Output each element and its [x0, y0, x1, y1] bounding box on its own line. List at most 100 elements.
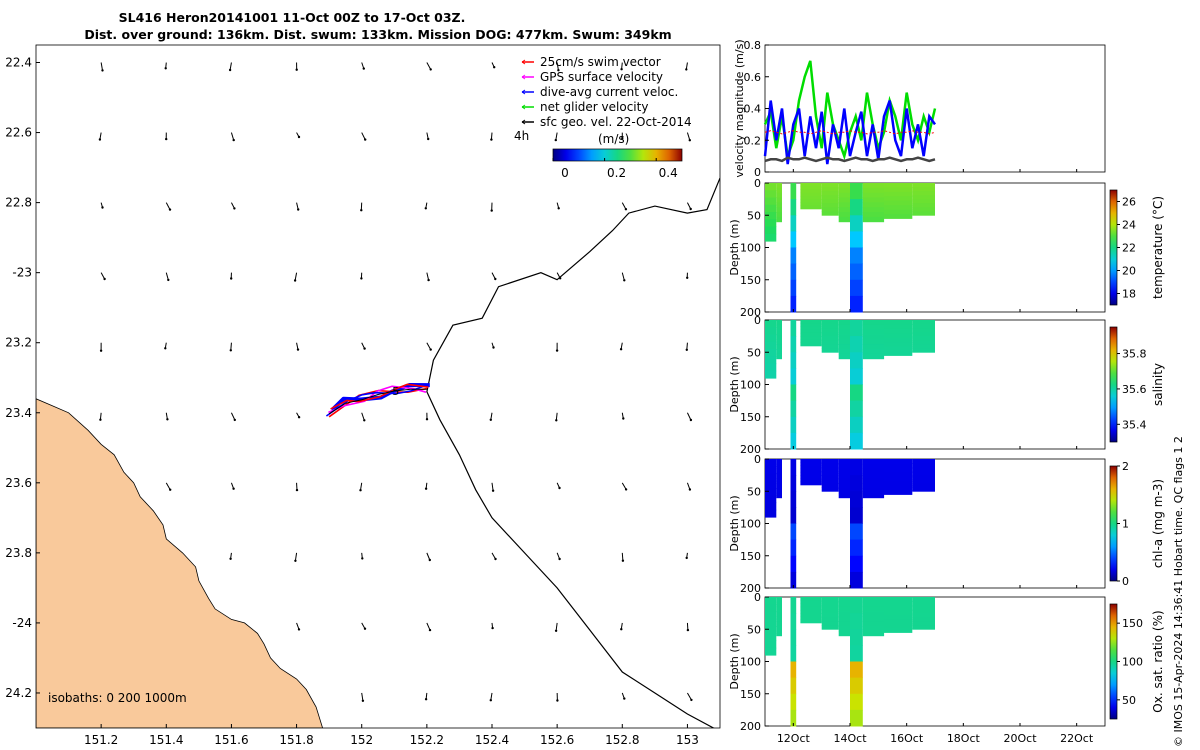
profile-cell — [765, 466, 777, 475]
velocity-arrow — [165, 202, 171, 210]
profile-cell — [850, 336, 863, 353]
velocity-arrow-head — [232, 138, 235, 142]
colorbar-tick-label: 0 — [561, 166, 569, 180]
profile-cell — [884, 623, 913, 629]
profile-cell — [800, 323, 822, 327]
profile-cell — [765, 356, 777, 365]
profile-cell — [765, 190, 777, 199]
profile-cell — [862, 473, 885, 479]
velocity-arrow — [426, 622, 431, 631]
profile-cell — [862, 329, 885, 335]
profile-cell — [838, 324, 850, 331]
profile-cell — [912, 625, 935, 630]
velocity-arrow-head — [229, 349, 232, 352]
profile-cell — [884, 183, 913, 188]
profile-cell — [790, 352, 797, 369]
profile-cell — [765, 370, 777, 379]
profile-y-tick-label: 50 — [747, 485, 761, 498]
profile-cell — [776, 463, 782, 470]
profile-colorbar-tick-label: 35.4 — [1122, 418, 1147, 431]
profile-cell — [862, 478, 885, 484]
profile-colorbar-label: Ox. sat. ratio (%) — [1151, 610, 1165, 712]
profile-cell — [884, 481, 913, 487]
profile-cell — [838, 187, 850, 194]
profile-cell — [800, 603, 822, 608]
velocity-arrow-head — [294, 559, 297, 562]
profile-colorbar-tick-label: 20 — [1122, 265, 1136, 278]
velocity-series-line — [763, 60, 937, 161]
profile-cell — [790, 215, 797, 232]
profile-y-tick-label: 100 — [740, 656, 761, 669]
profile-cell — [776, 492, 782, 499]
profile-cell — [838, 597, 850, 603]
profile-y-tick-label: 0 — [754, 177, 761, 190]
profile-colorbar-tick-label: 22 — [1122, 242, 1136, 255]
profile-cell — [765, 618, 777, 627]
profile-cell — [912, 467, 935, 472]
profile-cell — [800, 616, 822, 621]
velocity-arrow-head — [427, 137, 430, 141]
profile-cell — [776, 334, 782, 340]
profile-cell — [862, 597, 885, 603]
profile-cell — [850, 320, 863, 337]
profile-cell — [790, 400, 797, 418]
profile-cell — [821, 475, 839, 480]
profile-cell — [776, 197, 782, 203]
profile-cell — [765, 647, 777, 656]
profile-cell — [765, 349, 777, 357]
velocity-arrow — [230, 412, 236, 421]
profile-cell — [800, 329, 822, 334]
velocity-arrow-head — [555, 419, 558, 422]
profile-cell — [838, 344, 850, 350]
profile-y-tick-label: 200 — [740, 720, 761, 733]
profile-cell — [838, 601, 850, 608]
profile-cell — [800, 613, 822, 617]
profile-cell — [862, 187, 885, 194]
profile-cell — [862, 212, 885, 218]
velocity-arrow-head — [359, 489, 362, 492]
velocity-arrow — [230, 342, 232, 351]
profile-cell — [912, 203, 935, 208]
profile-cell — [884, 597, 913, 602]
profile-cell — [776, 183, 782, 189]
velocity-y-label: velocity magnitude (m/s) — [733, 39, 746, 177]
profile-cell — [912, 479, 935, 484]
profile-colorbar — [1109, 603, 1118, 720]
velocity-arrow-head — [364, 138, 367, 141]
velocity-arrow-head — [363, 627, 367, 630]
profile-cell — [862, 606, 885, 612]
profile-cell — [912, 207, 935, 212]
profile-colorbar-tick-label: 100 — [1122, 656, 1143, 669]
profile-cell — [838, 192, 850, 198]
profile-cell — [821, 332, 839, 337]
profile-cell — [765, 509, 777, 518]
profile-cell — [850, 613, 863, 630]
profile-cell — [821, 605, 839, 610]
profile-cell — [800, 320, 822, 324]
profile-cell — [862, 349, 885, 355]
profile-cell — [850, 352, 863, 369]
profile-cell — [912, 211, 935, 216]
profile-cell — [776, 202, 782, 208]
profile-panel: 0 50 100 150 200 Depth (m) 0 1 2 chl-a (mg m-3) — [728, 453, 1165, 595]
velocity-arrow-head — [362, 67, 365, 70]
profile-cell — [862, 216, 885, 223]
profile-cell — [862, 192, 885, 198]
velocity-arrow-head — [558, 557, 561, 561]
profile-cell — [912, 621, 935, 626]
map-y-tick-label: 23.4 — [5, 406, 32, 420]
map-y-tick-label: 22.4 — [5, 56, 32, 70]
profile-cell — [800, 606, 822, 611]
velocity-series-line — [764, 130, 936, 135]
profile-cell — [850, 475, 863, 492]
profile-cell — [790, 295, 797, 313]
profile-cell — [800, 459, 822, 463]
velocity-arrow — [361, 132, 366, 140]
map-frame — [35, 44, 721, 729]
velocity-arrow-head — [427, 278, 430, 282]
profile-y-tick-label: 0 — [754, 591, 761, 604]
profile-cell — [821, 336, 839, 341]
profile-cell — [821, 459, 839, 464]
